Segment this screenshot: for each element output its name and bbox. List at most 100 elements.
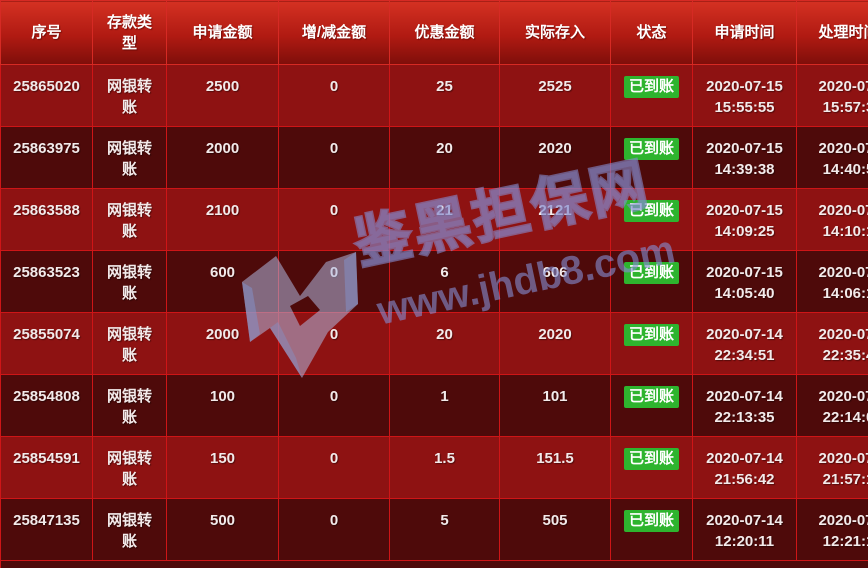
table-row-partial xyxy=(0,560,868,568)
status-badge: 已到账 xyxy=(623,386,679,408)
cell-change-amount: 0 xyxy=(278,498,390,561)
cell-discount: 1.5 xyxy=(389,436,500,499)
cell-discount: 25 xyxy=(389,64,500,127)
col-header-deposit-type: 存款类型 xyxy=(92,0,167,65)
cell-actual-amount: 606 xyxy=(499,250,611,313)
cell-status: 已到账 xyxy=(610,64,693,127)
cell-apply-time: 2020-07-14 22:13:35 xyxy=(692,374,797,437)
cell-discount: 20 xyxy=(389,312,500,375)
cell-process-time: 2020-07- 15:57:3 xyxy=(796,64,868,127)
cell-apply-amount: 500 xyxy=(166,498,279,561)
cell-serial: 25854808 xyxy=(0,374,93,437)
cell-serial: 25863588 xyxy=(0,188,93,251)
cell-serial: 25854591 xyxy=(0,436,93,499)
cell-process-time: 2020-07- 12:21:1 xyxy=(796,498,868,561)
cell-change-amount: 0 xyxy=(278,374,390,437)
cell-serial: 25855074 xyxy=(0,312,93,375)
col-header-serial: 序号 xyxy=(0,0,93,65)
cell-serial: 25865020 xyxy=(0,64,93,127)
cell-status: 已到账 xyxy=(610,312,693,375)
table-row: 25865020 网银转账 2500 0 25 2525 已到账 2020-07… xyxy=(0,64,868,127)
table-row: 25863523 网银转账 600 0 6 606 已到账 2020-07-15… xyxy=(0,250,868,313)
cell-status: 已到账 xyxy=(610,374,693,437)
table-row: 25854808 网银转账 100 0 1 101 已到账 2020-07-14… xyxy=(0,374,868,437)
status-badge: 已到账 xyxy=(623,200,679,222)
cell-deposit-type: 网银转账 xyxy=(92,64,167,127)
cell-apply-time: 2020-07-15 15:55:55 xyxy=(692,64,797,127)
col-header-process-time: 处理时间 xyxy=(796,0,868,65)
cell-change-amount: 0 xyxy=(278,64,390,127)
cell-apply-amount: 2000 xyxy=(166,126,279,189)
cell-deposit-type: 网银转账 xyxy=(92,374,167,437)
cell-status: 已到账 xyxy=(610,498,693,561)
cell-process-time: 2020-07- 14:10:1 xyxy=(796,188,868,251)
cell-apply-amount: 600 xyxy=(166,250,279,313)
col-header-change-amount: 增/减金额 xyxy=(278,0,390,65)
cell-process-time: 2020-07- 14:06:1 xyxy=(796,250,868,313)
table-row: 25863588 网银转账 2100 0 21 2121 已到账 2020-07… xyxy=(0,188,868,251)
cell-actual-amount: 2020 xyxy=(499,312,611,375)
cell-status: 已到账 xyxy=(610,188,693,251)
cell-deposit-type: 网银转账 xyxy=(92,188,167,251)
cell-empty xyxy=(0,560,868,568)
cell-apply-time: 2020-07-15 14:05:40 xyxy=(692,250,797,313)
status-badge: 已到账 xyxy=(623,324,679,346)
cell-change-amount: 0 xyxy=(278,250,390,313)
cell-deposit-type: 网银转账 xyxy=(92,250,167,313)
cell-actual-amount: 2020 xyxy=(499,126,611,189)
cell-process-time: 2020-07- 22:35:4 xyxy=(796,312,868,375)
table-header-row: 序号 存款类型 申请金额 增/减金额 优惠金额 实际存入 状态 申请时间 处理时… xyxy=(0,0,868,65)
status-badge: 已到账 xyxy=(623,76,679,98)
status-badge: 已到账 xyxy=(623,448,679,470)
cell-actual-amount: 2525 xyxy=(499,64,611,127)
col-header-apply-amount: 申请金额 xyxy=(166,0,279,65)
cell-apply-amount: 150 xyxy=(166,436,279,499)
cell-serial: 25863523 xyxy=(0,250,93,313)
cell-change-amount: 0 xyxy=(278,188,390,251)
cell-process-time: 2020-07- 22:14:0 xyxy=(796,374,868,437)
cell-serial: 25863975 xyxy=(0,126,93,189)
cell-discount: 1 xyxy=(389,374,500,437)
table-row: 25854591 网银转账 150 0 1.5 151.5 已到账 2020-0… xyxy=(0,436,868,499)
cell-apply-time: 2020-07-14 12:20:11 xyxy=(692,498,797,561)
cell-apply-time: 2020-07-15 14:39:38 xyxy=(692,126,797,189)
table-row: 25855074 网银转账 2000 0 20 2020 已到账 2020-07… xyxy=(0,312,868,375)
status-badge: 已到账 xyxy=(623,138,679,160)
cell-change-amount: 0 xyxy=(278,126,390,189)
cell-deposit-type: 网银转账 xyxy=(92,436,167,499)
cell-deposit-type: 网银转账 xyxy=(92,498,167,561)
table-row: 25847135 网银转账 500 0 5 505 已到账 2020-07-14… xyxy=(0,498,868,561)
cell-deposit-type: 网银转账 xyxy=(92,126,167,189)
cell-discount: 5 xyxy=(389,498,500,561)
cell-apply-time: 2020-07-15 14:09:25 xyxy=(692,188,797,251)
cell-status: 已到账 xyxy=(610,436,693,499)
cell-actual-amount: 101 xyxy=(499,374,611,437)
col-header-discount: 优惠金额 xyxy=(389,0,500,65)
col-header-apply-time: 申请时间 xyxy=(692,0,797,65)
cell-actual-amount: 505 xyxy=(499,498,611,561)
status-badge: 已到账 xyxy=(623,510,679,532)
cell-serial: 25847135 xyxy=(0,498,93,561)
cell-apply-amount: 2100 xyxy=(166,188,279,251)
cell-discount: 20 xyxy=(389,126,500,189)
col-header-status: 状态 xyxy=(610,0,693,65)
cell-change-amount: 0 xyxy=(278,436,390,499)
cell-actual-amount: 2121 xyxy=(499,188,611,251)
cell-actual-amount: 151.5 xyxy=(499,436,611,499)
cell-status: 已到账 xyxy=(610,126,693,189)
cell-change-amount: 0 xyxy=(278,312,390,375)
cell-apply-amount: 100 xyxy=(166,374,279,437)
table-row: 25863975 网银转账 2000 0 20 2020 已到账 2020-07… xyxy=(0,126,868,189)
cell-process-time: 2020-07- 21:57:1 xyxy=(796,436,868,499)
cell-apply-time: 2020-07-14 22:34:51 xyxy=(692,312,797,375)
status-badge: 已到账 xyxy=(623,262,679,284)
cell-discount: 21 xyxy=(389,188,500,251)
cell-apply-amount: 2500 xyxy=(166,64,279,127)
cell-apply-time: 2020-07-14 21:56:42 xyxy=(692,436,797,499)
cell-status: 已到账 xyxy=(610,250,693,313)
cell-deposit-type: 网银转账 xyxy=(92,312,167,375)
cell-process-time: 2020-07- 14:40:5 xyxy=(796,126,868,189)
cell-apply-amount: 2000 xyxy=(166,312,279,375)
